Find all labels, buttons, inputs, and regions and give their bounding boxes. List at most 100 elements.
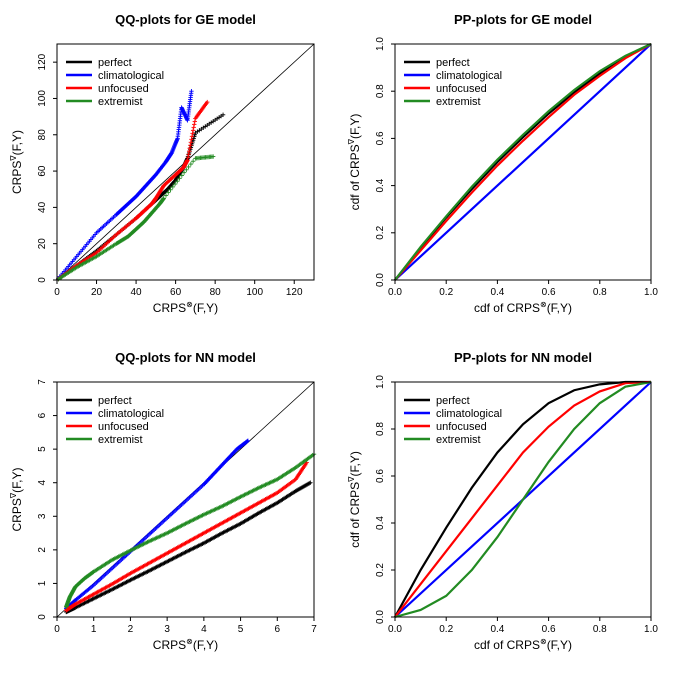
chart-title: QQ-plots for GE model xyxy=(115,12,256,27)
data-point xyxy=(168,187,173,192)
plot-frame xyxy=(56,381,315,618)
data-point xyxy=(166,190,171,195)
y-tick-label: 2 xyxy=(37,547,48,553)
legend-label: perfect xyxy=(436,395,470,407)
data-point xyxy=(210,154,216,159)
data-point xyxy=(189,89,194,94)
data-point xyxy=(190,128,196,133)
data-point xyxy=(161,196,166,201)
x-tick-label: 3 xyxy=(164,624,170,635)
x-tick-label: 1 xyxy=(91,624,97,635)
data-point xyxy=(192,119,198,124)
y-tick-label: 60 xyxy=(37,165,48,177)
y-tick-label: 1.0 xyxy=(375,37,386,51)
x-tick-label: 80 xyxy=(210,287,222,298)
data-point xyxy=(175,178,180,184)
data-point xyxy=(186,149,192,154)
y-tick-label: 1.0 xyxy=(375,375,386,389)
legend-item: extremist xyxy=(66,434,143,446)
series-unfocused xyxy=(394,380,652,618)
x-tick-label: 0.4 xyxy=(490,287,504,298)
y-axis-label: cdf of CRPS∇(F,Y) xyxy=(347,114,362,211)
y-axis-label: CRPS∇(F,Y) xyxy=(9,467,24,531)
data-point xyxy=(184,167,189,172)
legend-item: perfect xyxy=(66,57,132,69)
y-tick-label: 6 xyxy=(37,412,48,418)
legend-item: unfocused xyxy=(404,83,487,95)
x-tick-label: 100 xyxy=(246,287,263,298)
x-tick-label: 2 xyxy=(128,624,134,635)
series-line-unfocused xyxy=(394,380,652,618)
data-point xyxy=(190,131,195,136)
legend-label: extremist xyxy=(436,96,481,108)
x-tick-label: 1.0 xyxy=(644,287,658,298)
plot-frame xyxy=(394,381,652,618)
x-tick-label: 40 xyxy=(131,287,143,298)
x-tick-label: 60 xyxy=(170,287,182,298)
data-point xyxy=(244,439,250,444)
x-tick-label: 0 xyxy=(54,287,60,298)
x-axis-label: cdf of CRPS⊗(F,Y) xyxy=(474,637,572,652)
x-tick-label: 120 xyxy=(286,287,303,298)
legend-item: perfect xyxy=(404,57,470,69)
legend-label: extremist xyxy=(98,96,143,108)
legend-item: climatological xyxy=(66,408,164,420)
y-tick-label: 20 xyxy=(37,238,48,250)
legend-label: perfect xyxy=(98,57,132,69)
legend-label: unfocused xyxy=(436,83,487,95)
data-point xyxy=(245,438,251,443)
legend-label: extremist xyxy=(98,434,143,446)
x-tick-label: 7 xyxy=(311,624,317,635)
x-axis-label: CRPS⊗(F,Y) xyxy=(153,300,218,315)
x-tick-label: 0.6 xyxy=(542,624,556,635)
x-tick-label: 5 xyxy=(238,624,244,635)
series-line-extremist xyxy=(394,380,652,619)
series-perfect xyxy=(394,380,651,618)
legend-label: climatological xyxy=(436,408,502,420)
legend-item: climatological xyxy=(404,70,502,82)
series-extremist xyxy=(394,43,652,281)
series-line-unfocused xyxy=(394,43,652,281)
x-tick-label: 0.4 xyxy=(490,624,504,635)
series-perfect xyxy=(63,480,313,615)
series-climatological xyxy=(394,43,652,281)
y-axis-label: cdf of CRPS∇(F,Y) xyxy=(347,451,362,548)
chart-panel-2: PP-plots for GE model 0.0 0.2 0.4 0.6 0.8 1.0 0… xyxy=(347,12,658,315)
data-point xyxy=(186,152,191,157)
y-tick-label: 5 xyxy=(37,446,48,452)
legend-item: climatological xyxy=(404,408,502,420)
data-point xyxy=(177,176,182,181)
y-tick-label: 0.2 xyxy=(375,225,386,239)
data-point xyxy=(192,122,197,127)
y-tick-label: 0.0 xyxy=(375,273,386,287)
data-point xyxy=(187,146,192,151)
x-tick-label: 4 xyxy=(201,624,207,635)
x-tick-label: 20 xyxy=(91,287,103,298)
legend-item: extremist xyxy=(404,96,481,108)
series-unfocused xyxy=(63,460,309,613)
data-point xyxy=(188,161,194,167)
data-point xyxy=(308,480,313,485)
series-unfocused xyxy=(394,43,652,281)
data-point xyxy=(181,170,187,175)
series-extremist xyxy=(63,451,317,610)
x-tick-label: 0.0 xyxy=(388,624,402,635)
plot-frame xyxy=(56,43,315,281)
x-tick-label: 0.6 xyxy=(542,287,556,298)
data-point xyxy=(190,159,196,164)
legend-item: climatological xyxy=(66,70,164,82)
series-perfect xyxy=(54,112,226,283)
data-point xyxy=(185,157,190,163)
y-tick-label: 0.4 xyxy=(375,516,386,530)
y-tick-label: 0.8 xyxy=(375,84,386,98)
y-tick-label: 0.2 xyxy=(375,563,386,577)
x-tick-label: 0.0 xyxy=(388,287,402,298)
x-tick-label: 6 xyxy=(275,624,281,635)
legend-item: perfect xyxy=(404,395,470,407)
series-line-climatological xyxy=(394,43,652,281)
series-climatological xyxy=(63,438,251,611)
